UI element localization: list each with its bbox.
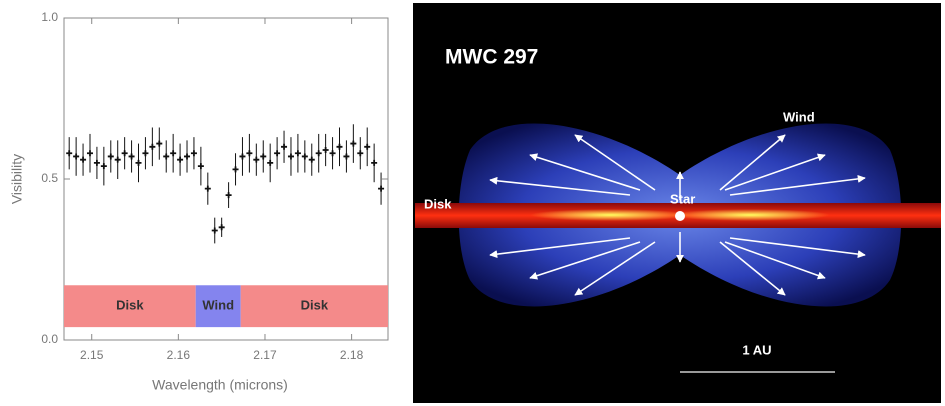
y-tick-label: 1.0: [41, 10, 58, 24]
figure: Disk Wind Disk Wavelength (microns) Visibi…: [0, 0, 945, 406]
disk-inner-glow: [530, 209, 690, 221]
disk-inner-glow: [670, 209, 830, 221]
y-axis-label: Visibility: [9, 154, 25, 204]
x-tick-label: 2.16: [167, 348, 191, 362]
disk-label: Disk: [424, 196, 452, 211]
wind-label: Wind: [783, 109, 815, 124]
scale-label: 1 AU: [742, 342, 771, 357]
x-tick-label: 2.15: [80, 348, 104, 362]
x-tick-label: 2.17: [253, 348, 277, 362]
star-label: Star: [670, 191, 695, 206]
region-label: Disk: [116, 298, 144, 313]
x-axis-label: Wavelength (microns): [152, 377, 288, 393]
illustration-title: MWC 297: [445, 46, 538, 69]
region-label: Wind: [202, 298, 234, 313]
illustration: MWC 297 Wind Disk Star 1 AU: [413, 3, 941, 403]
y-tick-label: 0.0: [41, 332, 58, 346]
x-tick-label: 2.18: [340, 348, 364, 362]
star: [675, 211, 685, 221]
y-tick-label: 0.5: [41, 171, 58, 185]
region-label: Disk: [301, 298, 329, 313]
